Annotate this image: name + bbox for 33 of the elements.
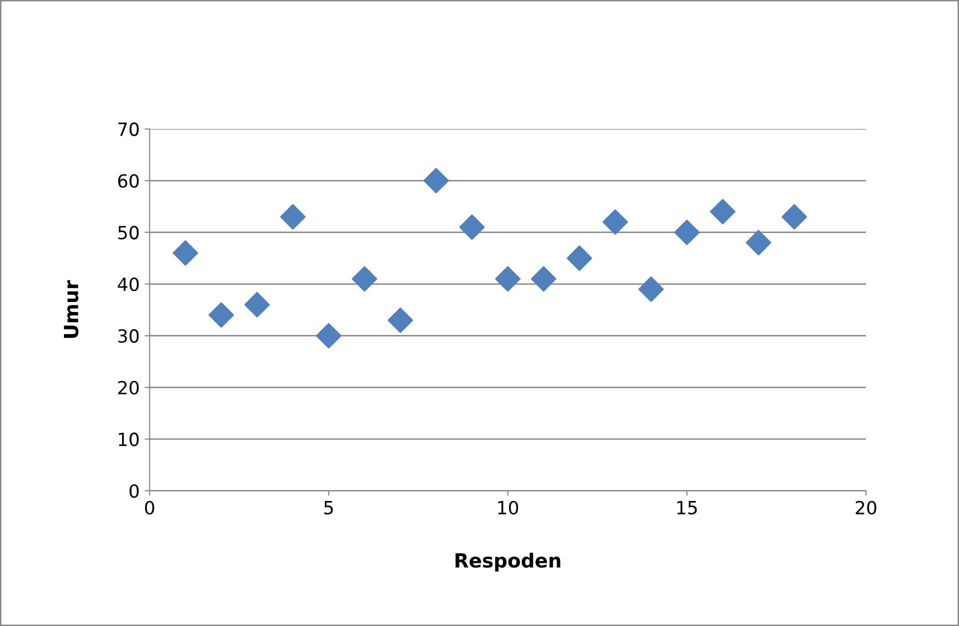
y-tick-label: 0 xyxy=(130,484,139,498)
y-tick-label: 60 xyxy=(118,174,139,188)
y-tick-label: 40 xyxy=(118,277,139,292)
point xyxy=(208,302,234,328)
point xyxy=(782,204,808,230)
point xyxy=(746,230,772,256)
x-tick-label: 20 xyxy=(856,500,876,514)
point xyxy=(459,214,485,240)
y-tick-label: 70 xyxy=(118,122,139,136)
point xyxy=(388,307,414,333)
y-tick-label: 20 xyxy=(118,380,139,395)
point xyxy=(316,322,342,348)
point xyxy=(280,204,306,230)
point xyxy=(674,220,700,246)
y-tick-label: 30 xyxy=(118,329,139,343)
x-tick-label: 0 xyxy=(145,500,154,514)
point xyxy=(566,245,592,271)
point xyxy=(423,168,449,194)
point xyxy=(352,266,378,292)
point xyxy=(495,266,521,292)
x-axis-title: Respoden xyxy=(456,552,560,572)
x-tick-label: 5 xyxy=(324,501,333,514)
point xyxy=(710,198,736,224)
point xyxy=(172,240,198,266)
x-tick-label: 15 xyxy=(677,501,697,514)
point xyxy=(244,292,270,318)
y-axis-title: Umur xyxy=(64,280,78,338)
point xyxy=(638,276,664,302)
y-tick-label: 50 xyxy=(118,226,139,240)
point xyxy=(530,266,556,292)
x-tick-label: 10 xyxy=(498,500,518,514)
point xyxy=(602,209,628,235)
y-tick-label: 10 xyxy=(118,432,139,446)
